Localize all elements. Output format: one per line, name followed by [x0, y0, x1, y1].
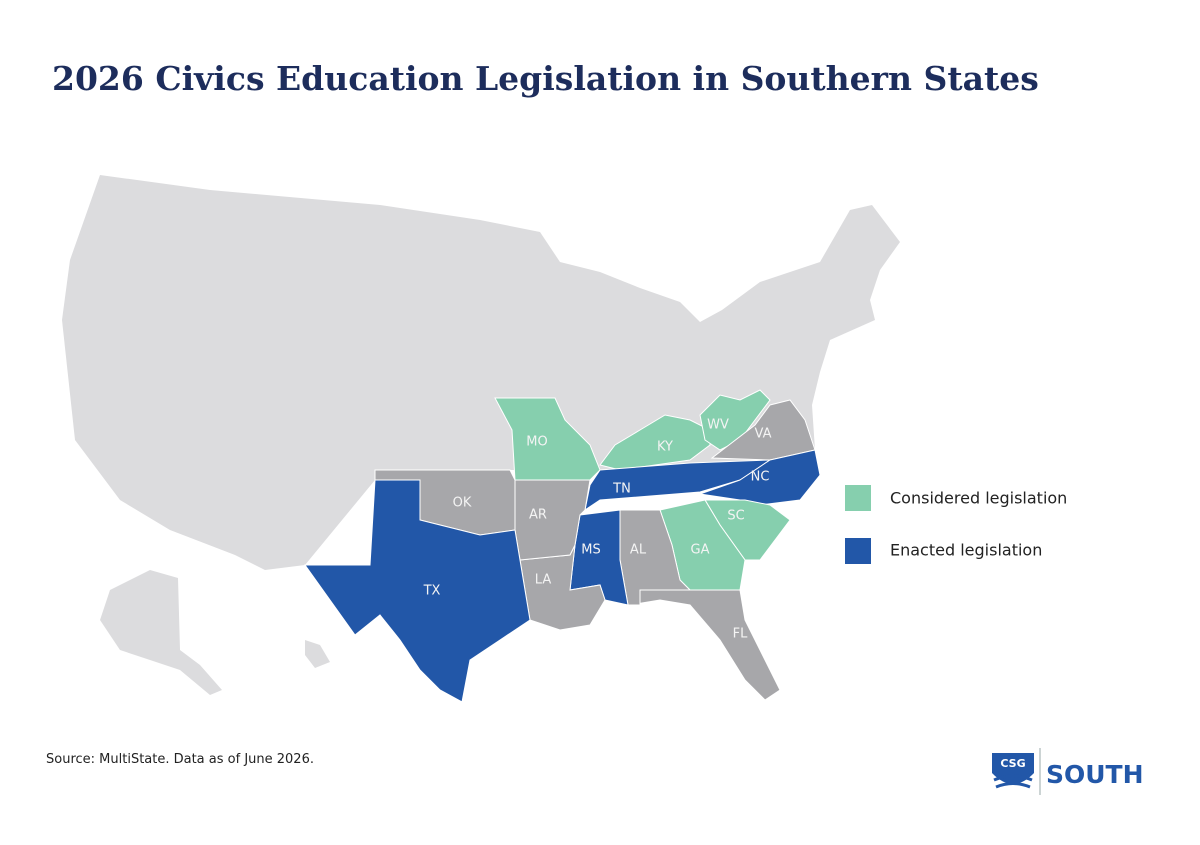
legend-label: Considered legislation [890, 489, 1067, 508]
title: 2026 Civics Education Legislation in Sou… [52, 59, 1039, 98]
state-label: FL [733, 627, 748, 642]
state-label: GA [691, 543, 710, 558]
logo-name: SOUTH [1046, 760, 1144, 789]
state [629, 589, 781, 701]
legend-swatch [845, 485, 871, 511]
state-label: LA [535, 573, 552, 588]
state-label: SC [727, 509, 744, 524]
us-outline [62, 175, 900, 570]
state-label: MS [581, 543, 600, 558]
state-label: TX [423, 584, 441, 599]
hawaii [305, 640, 330, 668]
state-label: KY [657, 440, 673, 455]
legend-swatch [845, 538, 871, 564]
logo: CSG SOUTH [992, 748, 1144, 795]
state-label: TN [612, 482, 631, 497]
state-label: WV [707, 418, 729, 433]
alaska [100, 570, 222, 695]
logo-waves [993, 774, 1033, 789]
state-label: AR [529, 508, 547, 523]
legend-label: Enacted legislation [890, 541, 1042, 560]
state-label: AL [630, 543, 647, 558]
source: Source: MultiState. Data as of June 2026… [46, 752, 314, 767]
state [699, 449, 821, 506]
state [599, 414, 711, 471]
state-label: VA [755, 427, 772, 442]
state-label: NC [751, 470, 770, 485]
state [304, 479, 531, 703]
state-label: OK [453, 496, 472, 511]
logo-badge-text: CSG [1000, 757, 1025, 770]
state [699, 389, 771, 451]
state-label: MO [526, 435, 547, 450]
